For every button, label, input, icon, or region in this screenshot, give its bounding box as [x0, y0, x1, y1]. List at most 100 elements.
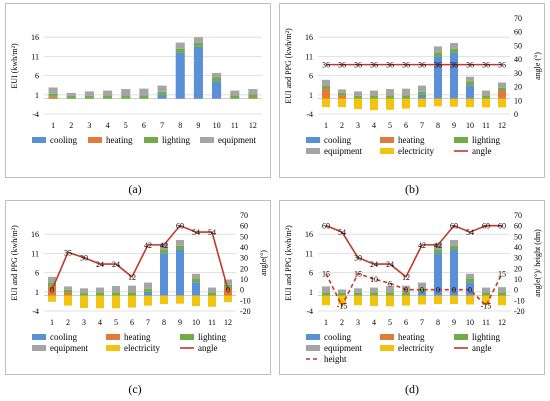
- bar-lighting: [96, 292, 104, 296]
- y2-tick-label: 50: [514, 232, 522, 241]
- bar-cooling: [157, 94, 167, 99]
- bar-lighting: [450, 245, 458, 250]
- bar-cooling: [193, 46, 203, 99]
- caption-a: (a): [128, 182, 142, 196]
- angle-data-label: 54: [338, 228, 346, 237]
- bar-lighting: [338, 92, 346, 96]
- y2-tick-label: 40: [514, 55, 522, 64]
- angle-data-label: 54: [466, 228, 474, 237]
- x-tick-label: 2: [69, 121, 73, 130]
- y2-tick-label: 60: [240, 222, 248, 231]
- x-tick-label: 3: [82, 318, 86, 327]
- bar-cooling: [434, 56, 442, 99]
- x-tick-label: 11: [208, 318, 216, 327]
- y-tick-label: 16: [31, 230, 39, 239]
- angle-data-label: 60: [482, 222, 490, 231]
- bar-lighting: [450, 48, 458, 53]
- bar-lighting: [112, 292, 120, 296]
- bar-equipment: [48, 276, 56, 283]
- bar-electricity: [192, 295, 200, 307]
- y2-tick-label: -10: [240, 296, 251, 305]
- bar-cooling: [450, 249, 458, 296]
- legend-label-cooling: cooling: [50, 135, 77, 145]
- angle-data-label: 30: [354, 254, 362, 263]
- legend-swatch-heating: [380, 137, 394, 143]
- legend-label-equipment: equipment: [50, 343, 88, 353]
- bar-equipment: [192, 273, 200, 279]
- x-tick-label: 7: [420, 121, 424, 130]
- angle-data-label: 35: [64, 248, 72, 257]
- x-tick-label: 10: [466, 318, 474, 327]
- angle-data-label: 30: [80, 254, 88, 263]
- x-tick-label: 6: [404, 121, 408, 130]
- legend-label-heating: heating: [398, 135, 425, 145]
- y-axis-label: EUI and PPG (kwh/m²): [284, 225, 293, 301]
- bar-cooling: [418, 94, 426, 99]
- bar-electricity: [338, 295, 346, 305]
- legend-label-equipment: equipment: [324, 343, 362, 353]
- legend-label-equipment: equipment: [324, 146, 362, 156]
- angle-data-label: 36: [418, 61, 426, 70]
- bar-equipment: [175, 42, 185, 49]
- x-tick-label: 5: [388, 318, 392, 327]
- angle-data-label: 42: [434, 241, 442, 250]
- x-tick-label: 6: [130, 318, 134, 327]
- angle-data-label: 0: [50, 286, 54, 295]
- angle-data-label: 60: [450, 222, 458, 231]
- bar-equipment: [230, 90, 240, 96]
- x-tick-label: 3: [356, 318, 360, 327]
- y2-tick-label: 70: [514, 14, 522, 23]
- bar-lighting: [466, 81, 474, 86]
- angle-data-label: 36: [498, 61, 506, 70]
- legend-swatch-cooling: [32, 137, 46, 143]
- angle-data-label: 0: [226, 286, 230, 295]
- bar-equipment: [208, 287, 216, 293]
- y2-tick-label: 70: [240, 211, 248, 220]
- bar-cooling: [144, 291, 152, 296]
- x-tick-label: 10: [192, 318, 200, 327]
- y2-tick-label: 20: [240, 264, 248, 273]
- legend-swatch-electricity: [106, 345, 120, 351]
- bar-lighting: [84, 95, 94, 99]
- bar-equipment: [64, 286, 72, 290]
- legend-label-electricity: electricity: [398, 146, 434, 156]
- legend-label-electricity: electricity: [398, 343, 434, 353]
- legend-label-angle: angle: [198, 343, 218, 353]
- bar-heating: [498, 90, 506, 99]
- legend-swatch-cooling: [306, 334, 320, 340]
- x-tick-label: 1: [50, 318, 54, 327]
- bar-electricity: [450, 98, 458, 107]
- y2-tick-label: -20: [514, 307, 525, 316]
- caption-c: (c): [128, 382, 142, 396]
- bar-electricity: [466, 295, 474, 305]
- angle-data-label: 24: [112, 260, 120, 269]
- x-tick-label: 4: [98, 318, 102, 327]
- bar-equipment: [402, 88, 410, 96]
- height-data-label: 15: [354, 270, 362, 279]
- height-data-label: 10: [370, 275, 378, 284]
- y-tick-label: 16: [31, 33, 39, 42]
- x-tick-label: 1: [324, 121, 328, 130]
- bar-equipment: [338, 289, 346, 293]
- bar-lighting: [466, 278, 474, 283]
- bar-lighting: [482, 95, 490, 99]
- bar-equipment: [322, 286, 330, 293]
- bar-cooling: [212, 81, 222, 99]
- legend-label-heating: heating: [124, 332, 151, 342]
- bar-lighting: [157, 91, 167, 95]
- y-tick-label: 1: [309, 288, 313, 297]
- legend-swatch-electricity: [380, 345, 394, 351]
- bar-cooling: [176, 249, 184, 296]
- line-angle: [325, 224, 502, 279]
- legend-swatch-equipment: [200, 137, 214, 143]
- y2-tick-label: 10: [514, 96, 522, 105]
- x-tick-label: 9: [178, 318, 182, 327]
- y-tick-label: 1: [35, 288, 39, 297]
- y2-tick-label: -10: [514, 296, 525, 305]
- legend-label-equipment: equipment: [218, 135, 256, 145]
- bar-equipment: [338, 89, 346, 93]
- bar-cooling: [192, 282, 200, 296]
- bar-lighting: [322, 85, 330, 90]
